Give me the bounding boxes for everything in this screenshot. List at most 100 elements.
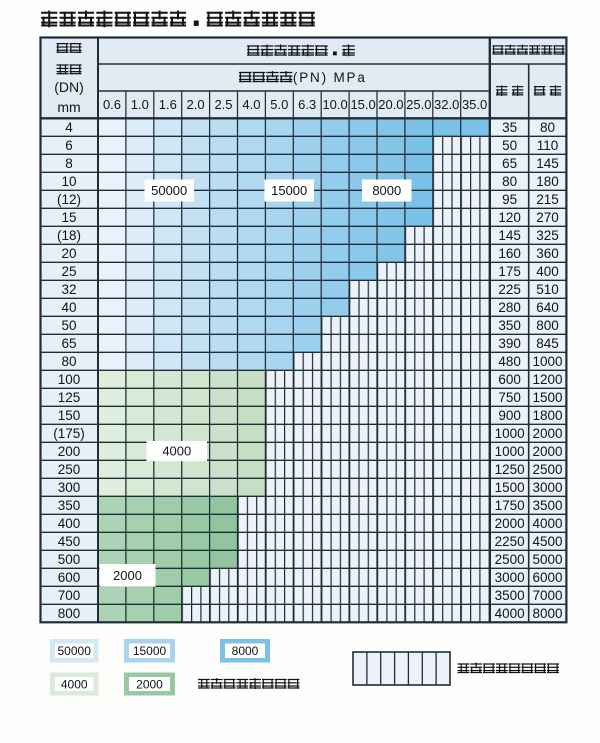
svg-text:225: 225 [498, 282, 521, 297]
svg-text:2.0: 2.0 [187, 97, 205, 112]
svg-text:4.0: 4.0 [242, 97, 260, 112]
svg-text:480: 480 [498, 354, 521, 369]
svg-text:4000: 4000 [495, 606, 525, 621]
svg-text:510: 510 [536, 282, 559, 297]
svg-text:2000: 2000 [136, 678, 163, 692]
svg-text:2250: 2250 [495, 534, 525, 549]
svg-text:900: 900 [498, 408, 521, 423]
svg-text:(12): (12) [57, 192, 81, 207]
svg-text:35.0: 35.0 [462, 97, 487, 112]
svg-text:3000: 3000 [532, 480, 562, 495]
svg-text:2.5: 2.5 [214, 97, 232, 112]
svg-text:4: 4 [65, 120, 73, 135]
svg-text:8000: 8000 [372, 183, 401, 198]
svg-text:20.0: 20.0 [378, 97, 403, 112]
svg-text:8: 8 [65, 156, 73, 171]
svg-text:25.0: 25.0 [406, 97, 431, 112]
svg-text:(PN) MPa: (PN) MPa [293, 70, 365, 85]
svg-text:4000: 4000 [61, 678, 88, 692]
svg-text:2000: 2000 [495, 516, 525, 531]
svg-text:10: 10 [61, 174, 76, 189]
svg-text:25: 25 [61, 264, 76, 279]
svg-text:8000: 8000 [532, 606, 562, 621]
svg-text:1.0: 1.0 [131, 97, 149, 112]
svg-text:50: 50 [61, 318, 76, 333]
svg-text:6.3: 6.3 [298, 97, 316, 112]
svg-text:65: 65 [502, 156, 517, 171]
svg-text:145: 145 [536, 156, 559, 171]
svg-text:700: 700 [58, 588, 81, 603]
svg-text:4000: 4000 [532, 516, 562, 531]
svg-text:250: 250 [58, 462, 81, 477]
svg-text:120: 120 [498, 210, 521, 225]
svg-text:100: 100 [58, 372, 81, 387]
svg-text:1000: 1000 [532, 354, 562, 369]
svg-text:1.6: 1.6 [159, 97, 177, 112]
svg-text:1000: 1000 [495, 426, 525, 441]
svg-text:4000: 4000 [162, 444, 191, 459]
svg-text:325: 325 [536, 228, 559, 243]
svg-text:15000: 15000 [271, 183, 307, 198]
svg-text:1250: 1250 [495, 462, 525, 477]
svg-text:3500: 3500 [532, 498, 562, 513]
svg-text:35: 35 [502, 120, 517, 135]
svg-text:50: 50 [502, 138, 517, 153]
svg-text:(DN): (DN) [54, 79, 84, 95]
svg-text:125: 125 [58, 390, 81, 405]
svg-text:215: 215 [536, 192, 559, 207]
svg-text:0.6: 0.6 [103, 97, 121, 112]
svg-text:65: 65 [61, 336, 76, 351]
svg-text:2000: 2000 [532, 426, 562, 441]
svg-text:8000: 8000 [232, 644, 259, 658]
svg-text:1500: 1500 [532, 390, 562, 405]
svg-text:640: 640 [536, 300, 559, 315]
svg-text:80: 80 [61, 354, 76, 369]
svg-text:2000: 2000 [532, 444, 562, 459]
svg-text:5000: 5000 [532, 552, 562, 567]
svg-text:80: 80 [502, 174, 517, 189]
svg-text:600: 600 [498, 372, 521, 387]
svg-text:145: 145 [498, 228, 521, 243]
svg-text:6: 6 [65, 138, 73, 153]
svg-text:300: 300 [58, 480, 81, 495]
svg-text:400: 400 [58, 516, 81, 531]
svg-text:360: 360 [536, 246, 559, 261]
svg-text:95: 95 [502, 192, 517, 207]
svg-text:200: 200 [58, 444, 81, 459]
svg-text:110: 110 [537, 138, 559, 153]
svg-text:350: 350 [498, 318, 521, 333]
svg-text:280: 280 [498, 300, 521, 315]
svg-text:750: 750 [498, 390, 521, 405]
svg-text:40: 40 [61, 300, 76, 315]
svg-text:3000: 3000 [495, 570, 525, 585]
svg-text:500: 500 [58, 552, 81, 567]
svg-text:400: 400 [536, 264, 559, 279]
svg-text:50000: 50000 [151, 183, 187, 198]
svg-text:6000: 6000 [532, 570, 562, 585]
svg-text:390: 390 [498, 336, 521, 351]
svg-text:2500: 2500 [495, 552, 525, 567]
svg-text:845: 845 [536, 336, 559, 351]
svg-text:175: 175 [498, 264, 521, 279]
svg-text:350: 350 [58, 498, 81, 513]
svg-text:7000: 7000 [532, 588, 562, 603]
svg-text:800: 800 [58, 606, 81, 621]
svg-text:160: 160 [498, 246, 521, 261]
svg-text:20: 20 [61, 246, 76, 261]
svg-text:80: 80 [540, 120, 555, 135]
svg-text:2500: 2500 [532, 462, 562, 477]
svg-text:1500: 1500 [495, 480, 525, 495]
svg-text:1000: 1000 [495, 444, 525, 459]
svg-text:4500: 4500 [532, 534, 562, 549]
svg-text:450: 450 [58, 534, 81, 549]
svg-text:15000: 15000 [133, 644, 167, 658]
svg-text:15.0: 15.0 [350, 97, 375, 112]
svg-text:50000: 50000 [58, 644, 92, 658]
svg-text:32.0: 32.0 [434, 97, 459, 112]
svg-text:3500: 3500 [495, 588, 525, 603]
svg-text:270: 270 [536, 210, 559, 225]
svg-text:mm: mm [57, 99, 80, 115]
svg-text:(18): (18) [57, 228, 81, 243]
svg-text:10.0: 10.0 [322, 97, 347, 112]
svg-text:2000: 2000 [113, 568, 142, 583]
